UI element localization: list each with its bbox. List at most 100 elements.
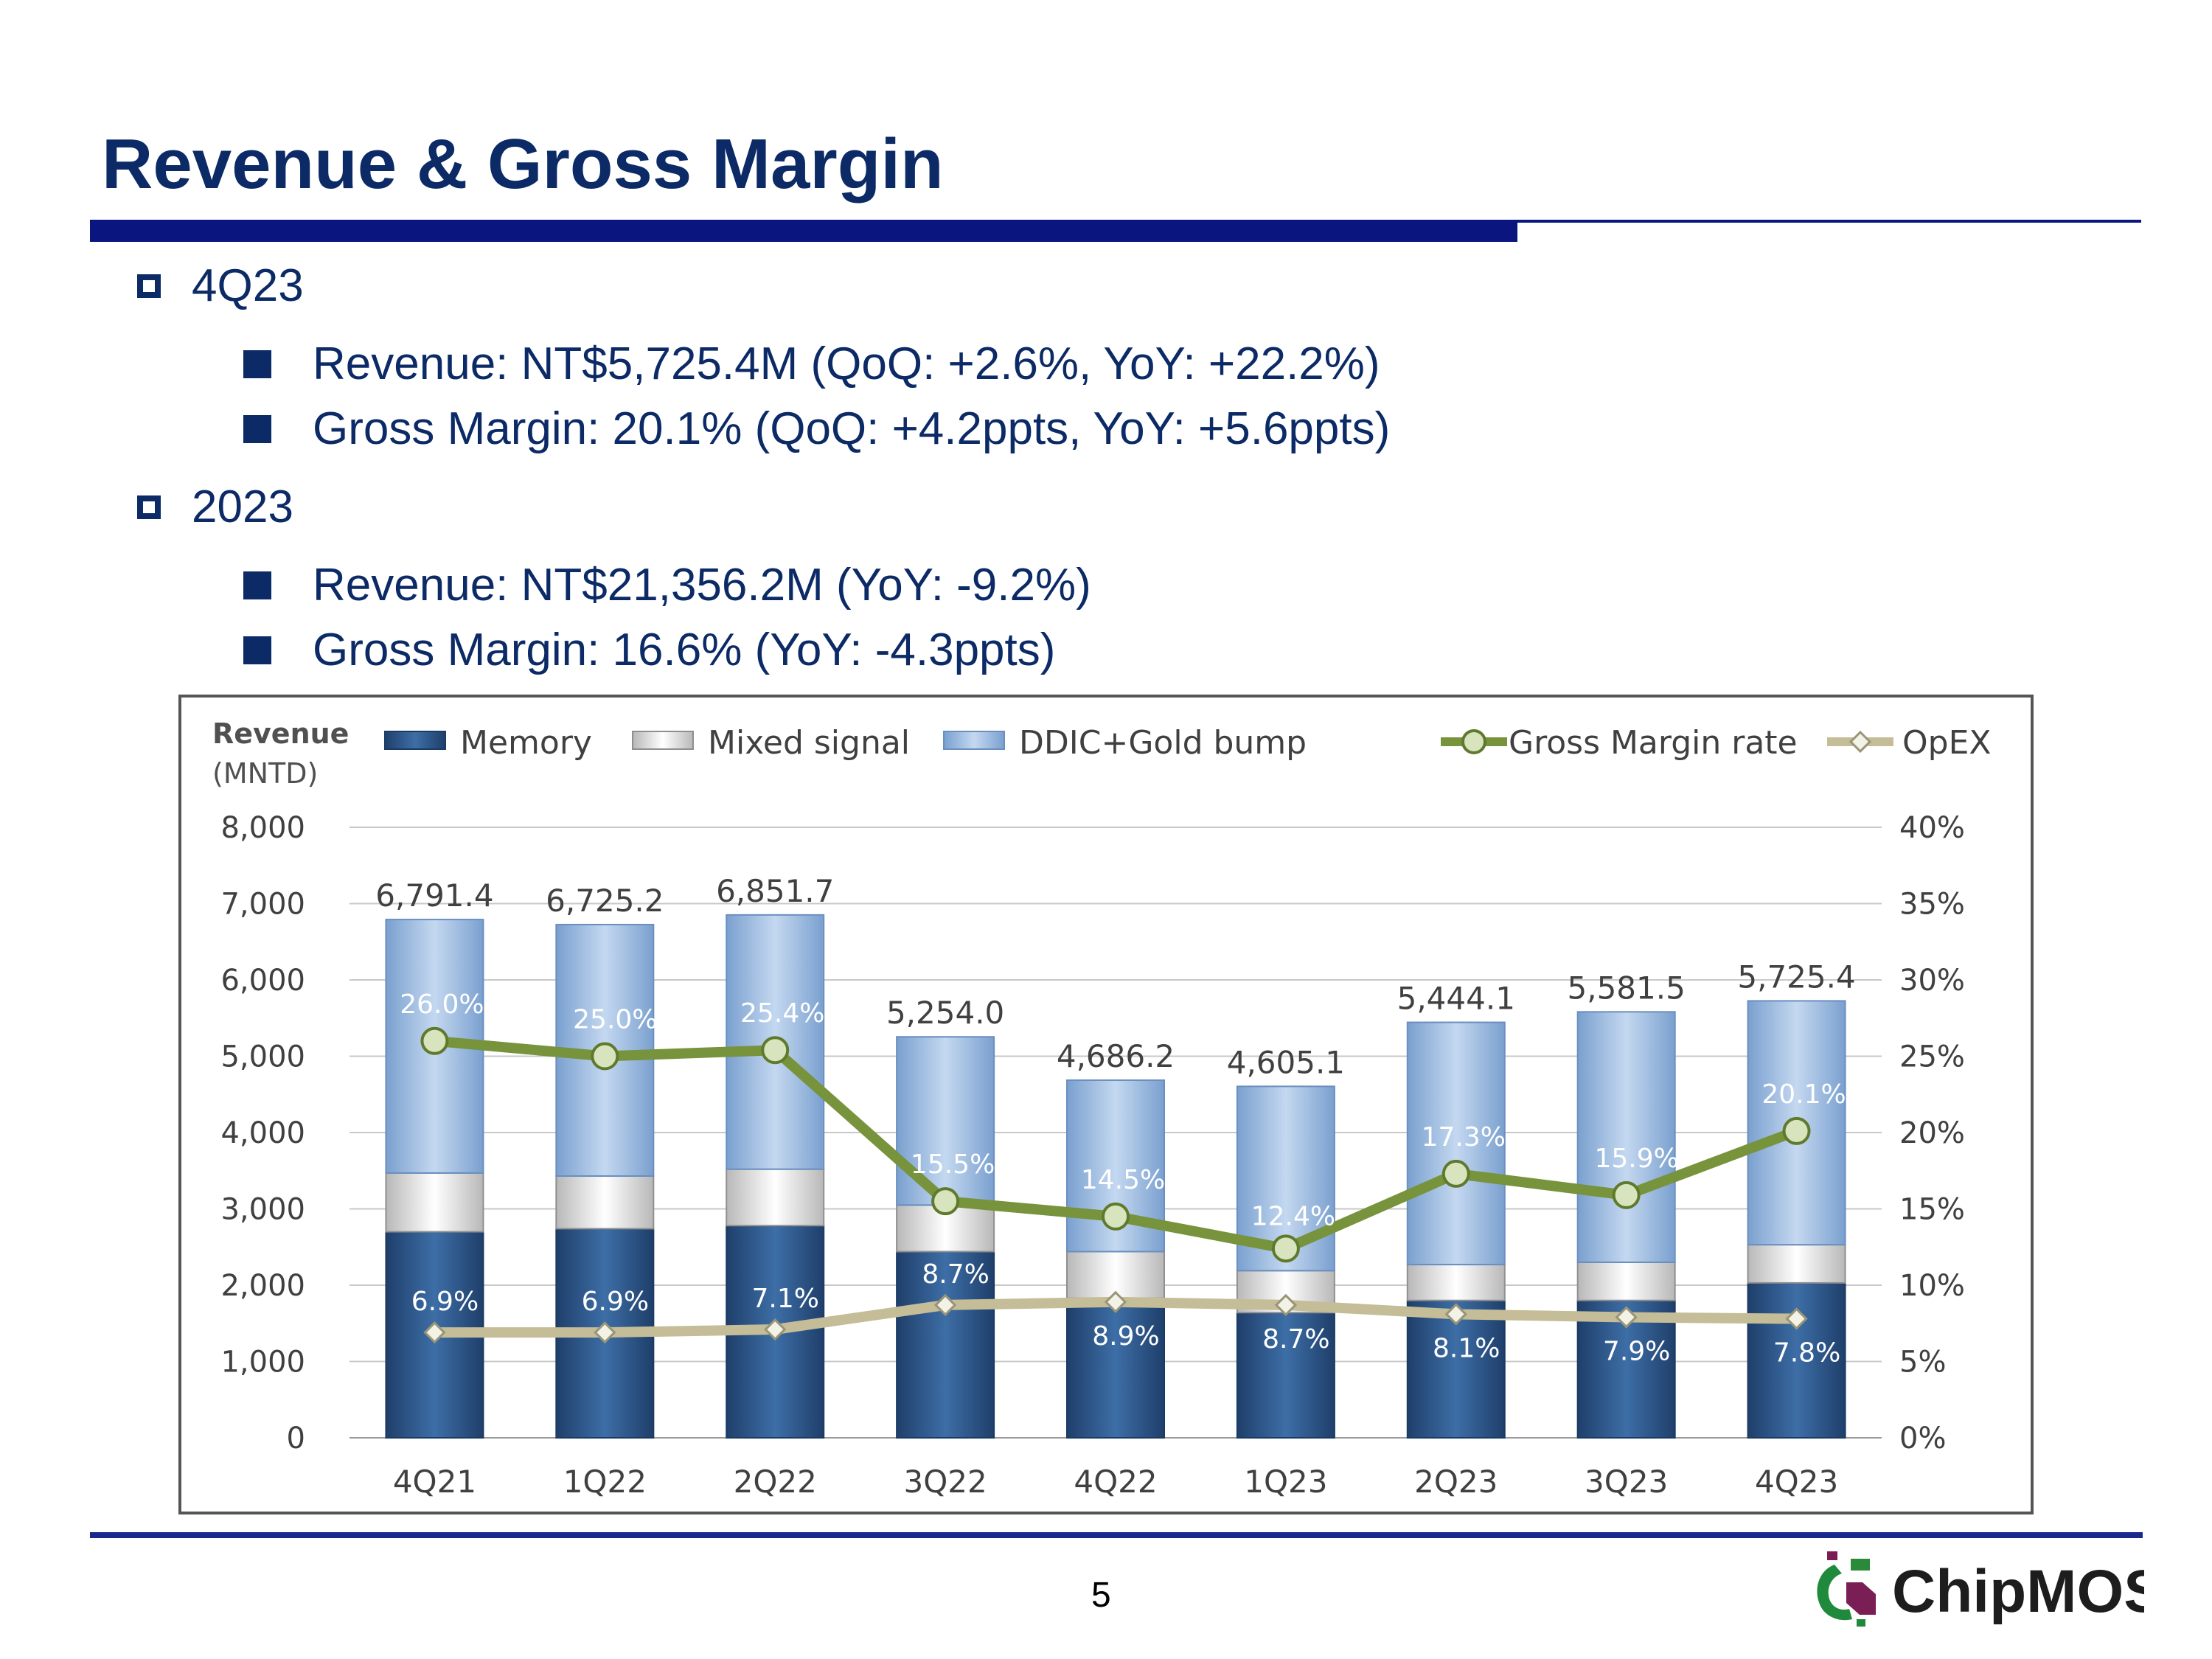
bar-mixed-signal — [1747, 1244, 1846, 1284]
y2-tick-label: 20% — [1899, 1116, 1965, 1150]
opex-data-label: 8.7% — [922, 1259, 989, 1290]
legend-opex-marker — [1848, 730, 1872, 754]
opex-data-label: 8.9% — [1092, 1321, 1159, 1352]
bar-ddic-gold-bump — [1576, 1011, 1676, 1263]
bar-total-label: 5,444.1 — [1397, 981, 1515, 1017]
legend-mixed-signal-label: Mixed signal — [708, 724, 910, 762]
y-axis-title: Revenue — [212, 717, 349, 750]
hollow-square-bullet-icon — [137, 495, 161, 519]
bullet-text: Gross Margin: 16.6% (YoY: -4.3ppts) — [313, 625, 1056, 675]
y-tick-label: 3,000 — [220, 1193, 305, 1227]
y2-tick-label: 25% — [1899, 1040, 1965, 1074]
opex-data-label: 6.9% — [411, 1287, 479, 1317]
gross-margin-data-label: 25.0% — [573, 1005, 657, 1035]
y-tick-label: 5,000 — [220, 1040, 305, 1074]
bar-total-label: 5,254.0 — [886, 995, 1004, 1031]
title-underline-thin — [1517, 220, 2141, 223]
gross-margin-marker — [420, 1026, 449, 1055]
x-tick-label: 3Q23 — [1585, 1464, 1668, 1500]
opex-data-label: 7.8% — [1773, 1338, 1840, 1368]
gross-margin-marker — [591, 1042, 619, 1071]
filled-square-bullet-icon — [243, 414, 271, 443]
legend-mixed-signal-swatch — [632, 731, 694, 750]
bar-total-label: 6,791.4 — [375, 877, 493, 914]
y2-tick-label: 35% — [1899, 888, 1965, 922]
legend-memory-label: Memory — [460, 724, 592, 762]
gross-margin-marker — [1271, 1234, 1300, 1263]
opex-marker — [933, 1293, 957, 1317]
hollow-square-bullet-icon — [137, 274, 161, 298]
legend-memory-swatch — [384, 731, 446, 750]
chipmos-logo: ChipMOS — [1817, 1551, 2144, 1627]
opex-marker — [1274, 1293, 1298, 1317]
opex-marker — [594, 1321, 616, 1344]
x-tick-label: 4Q23 — [1755, 1464, 1838, 1500]
y-tick-label: 6,000 — [220, 964, 305, 998]
gross-margin-data-label: 25.4% — [740, 998, 824, 1029]
page-number: 5 — [1091, 1576, 1111, 1615]
x-tick-label: 4Q22 — [1074, 1464, 1157, 1500]
bar-total-label: 6,851.7 — [716, 873, 834, 909]
title-underline-thick — [90, 220, 1517, 242]
bullet-4q23-revenue: Revenue: NT$5,725.4M (QoQ: +2.6%, YoY: +… — [243, 338, 1380, 390]
opex-data-label: 6.9% — [582, 1287, 649, 1317]
y-tick-label: 1,000 — [220, 1346, 305, 1380]
bullet-text: Gross Margin: 20.1% (QoQ: +4.2ppts, YoY:… — [313, 403, 1391, 454]
revenue-gross-margin-chart: 0 1,000 2,000 3,000 4,000 5,000 6,000 7,000 8,00… — [212, 717, 1992, 1500]
y-tick-label: 4,000 — [220, 1116, 305, 1150]
bullet-text: Revenue: NT$21,356.2M (YoY: -9.2%) — [313, 560, 1091, 611]
bar-mixed-signal — [1406, 1264, 1506, 1301]
y-tick-label: 7,000 — [220, 888, 305, 922]
bar-memory — [1236, 1312, 1335, 1439]
bar-mixed-signal — [555, 1175, 655, 1230]
opex-data-label: 8.7% — [1262, 1324, 1329, 1354]
filled-square-bullet-icon — [243, 571, 271, 599]
slide-title: Revenue & Gross Margin — [102, 125, 944, 204]
y2-tick-label: 10% — [1899, 1269, 1965, 1303]
gross-margin-data-label: 26.0% — [400, 990, 484, 1020]
legend-ddic-gold-bump-label: DDIC+Gold bump — [1019, 724, 1307, 762]
opex-data-label: 7.1% — [751, 1284, 818, 1314]
opex-marker — [1615, 1306, 1638, 1329]
x-tick-label: 2Q22 — [734, 1464, 817, 1500]
opex-marker — [1104, 1290, 1127, 1313]
bar-total-label: 5,581.5 — [1568, 970, 1686, 1006]
legend-gross-margin-rate-label: Gross Margin rate — [1509, 724, 1798, 762]
x-tick-label: 3Q22 — [903, 1464, 987, 1500]
opex-marker — [423, 1321, 446, 1344]
gross-margin-marker — [1441, 1159, 1470, 1188]
bar-mixed-signal — [726, 1168, 825, 1227]
y2-tick-label: 15% — [1899, 1193, 1965, 1227]
y-tick-label: 8,000 — [220, 811, 305, 845]
gross-margin-data-label: 15.5% — [911, 1150, 995, 1180]
gross-margin-data-label: 14.5% — [1081, 1165, 1165, 1195]
chipmos-logo-wordmark: ChipMOS — [1892, 1558, 2144, 1625]
y2-tick-label: 0% — [1899, 1422, 1946, 1455]
bar-mixed-signal — [1576, 1261, 1676, 1301]
y2-tick-label: 40% — [1899, 811, 1965, 845]
gross-margin-data-label: 20.1% — [1761, 1079, 1846, 1110]
bullet-4q23-gross-margin: Gross Margin: 20.1% (QoQ: +4.2ppts, YoY:… — [243, 403, 1390, 455]
bar-total-label: 4,605.1 — [1227, 1044, 1345, 1080]
bar-memory — [1066, 1297, 1165, 1439]
x-tick-label: 1Q22 — [563, 1464, 647, 1500]
y2-tick-label: 5% — [1899, 1346, 1946, 1380]
x-tick-label: 2Q23 — [1414, 1464, 1498, 1500]
bullet-2023-revenue: Revenue: NT$21,356.2M (YoY: -9.2%) — [243, 559, 1091, 611]
filled-square-bullet-icon — [243, 636, 271, 664]
y-tick-label: 2,000 — [220, 1269, 305, 1303]
section-heading-text: 2023 — [192, 481, 293, 532]
y-axis-unit: (MNTD) — [212, 757, 318, 790]
section-heading-text: 4Q23 — [192, 260, 304, 311]
bar-total-label: 4,686.2 — [1057, 1038, 1175, 1074]
opex-data-label: 8.1% — [1433, 1333, 1500, 1363]
gross-margin-marker — [1102, 1202, 1130, 1231]
bar-total-label: 5,725.4 — [1737, 959, 1855, 995]
bar-ddic-gold-bump — [1406, 1021, 1506, 1266]
filled-square-bullet-icon — [243, 349, 271, 378]
y2-tick-label: 30% — [1899, 964, 1965, 998]
opex-marker — [1444, 1303, 1467, 1326]
bar-mixed-signal — [385, 1172, 484, 1233]
bar-total-label: 6,725.2 — [546, 883, 664, 919]
gross-margin-data-label: 17.3% — [1422, 1122, 1506, 1152]
